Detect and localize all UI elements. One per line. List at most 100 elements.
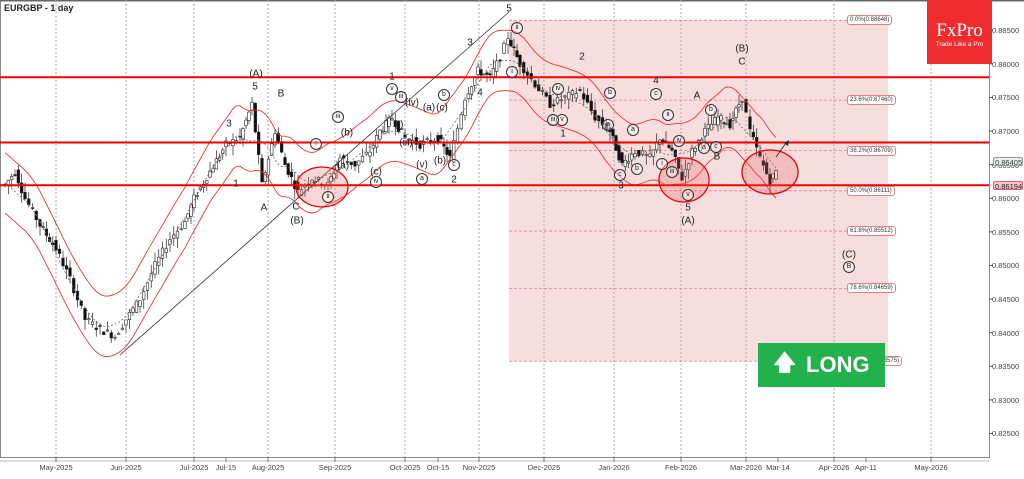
- up-arrow-icon: 🡅: [773, 350, 797, 375]
- x-axis-label: Dec-2025: [527, 463, 561, 472]
- fib-level-label: 61.8%(0.85512): [847, 226, 896, 237]
- y-axis-label: 0.84000: [992, 328, 1020, 338]
- wave-label: (iv): [405, 97, 419, 109]
- wave-label: 2: [579, 51, 585, 63]
- wave-label: 3: [226, 118, 232, 130]
- chart-title: EURGBP - 1 day: [4, 3, 74, 13]
- long-signal-label: LONG: [806, 352, 870, 377]
- wave-label: 5: [506, 3, 512, 15]
- wave-label: ii: [511, 22, 523, 34]
- x-axis-label: Apr-11: [855, 463, 877, 472]
- wave-label: c: [650, 88, 662, 100]
- y-axis-label: 0.82500: [992, 429, 1020, 439]
- wave-label: 5: [685, 202, 691, 214]
- x-axis-label: Oct-15: [426, 463, 450, 472]
- long-signal-badge: 🡅 LONG: [758, 343, 885, 387]
- wave-label: 3: [467, 37, 473, 49]
- current-price-tag: 0.86405: [993, 157, 1023, 167]
- wave-label: ii: [322, 191, 334, 203]
- x-axis-label: Aug-2025: [251, 463, 285, 472]
- wave-label: (A): [249, 68, 263, 80]
- x-axis-label: Oct-2025: [389, 463, 421, 472]
- y-axis-label: 0.88000: [992, 59, 1020, 69]
- logo-tagline: Trade Like a Pro: [935, 41, 984, 48]
- x-axis-label: Feb-2026: [664, 463, 698, 472]
- wave-label: a: [602, 119, 614, 131]
- y-axis-label: 0.85000: [992, 261, 1020, 271]
- wave-label: B: [843, 261, 855, 273]
- wave-label: 4: [477, 87, 483, 99]
- x-axis-label: Jun-2025: [110, 463, 142, 472]
- x-axis-label: Nov-2025: [462, 463, 496, 472]
- x-axis-label: May-2026: [914, 463, 948, 472]
- wave-label: a: [416, 173, 428, 185]
- wave-label: C: [292, 201, 300, 213]
- wave-label: v: [682, 189, 694, 201]
- wave-label: (a): [336, 160, 350, 172]
- wave-label: b: [631, 163, 643, 175]
- wave-label: 2: [451, 174, 457, 186]
- wave-label: (c): [436, 102, 448, 114]
- wave-label: b: [705, 104, 717, 116]
- x-axis-label: Mar-14: [766, 463, 790, 472]
- wave-label: b: [438, 89, 450, 101]
- wave-label: v: [556, 114, 568, 126]
- fib-level-label: 78.6%(0.84659): [847, 283, 896, 294]
- x-axis-label: Mar-2026: [729, 463, 763, 472]
- wave-label: a: [627, 124, 639, 136]
- wave-label: C: [738, 56, 746, 68]
- wave-label: (b): [433, 155, 447, 167]
- wave-label: 1: [389, 71, 395, 83]
- support-price-tag: 0.86194: [993, 181, 1023, 191]
- wave-label: (A): [681, 215, 695, 227]
- wave-label: (b): [340, 127, 354, 139]
- x-axis-label: May-2025: [39, 463, 73, 472]
- y-axis-label: 0.87500: [992, 93, 1020, 103]
- x-axis-label: Sep-2025: [318, 463, 352, 472]
- wave-label: v: [386, 83, 398, 95]
- wave-label: B: [713, 151, 721, 163]
- wave-label: iii: [332, 111, 344, 123]
- y-axis-label: 0.88500: [992, 26, 1020, 36]
- wave-label: (c): [370, 166, 382, 178]
- wave-label: 4: [653, 75, 659, 87]
- wave-label: a: [698, 142, 710, 154]
- wave-label: c: [710, 141, 722, 153]
- x-axis-label: Jul-2025: [179, 463, 209, 472]
- wave-label: (B): [735, 43, 749, 55]
- wave-label: 3: [618, 180, 624, 192]
- wave-label: b: [604, 87, 616, 99]
- fib-level-label: 38.2%(0.86709): [847, 145, 896, 156]
- wave-label: (B): [290, 215, 304, 227]
- wave-label: B: [277, 88, 285, 100]
- x-axis-label: Jan-2026: [598, 463, 630, 472]
- wave-label: (iii): [399, 137, 413, 149]
- x-axis-label: Apr-2026: [818, 463, 850, 472]
- wave-label: c: [448, 159, 460, 171]
- fib-level-label: 23.6%(0.87460): [847, 95, 896, 106]
- wave-label: (C): [842, 249, 856, 261]
- wave-label: 1: [560, 128, 566, 140]
- fib-level-label: 50.0%(0.86111): [847, 185, 895, 196]
- wave-label: c: [614, 169, 626, 181]
- wave-label: i: [506, 66, 518, 78]
- wave-label: iii: [666, 166, 678, 178]
- wave-label: 1: [233, 178, 239, 190]
- wave-label: (v): [416, 159, 428, 171]
- wave-label: ii: [662, 109, 674, 121]
- wave-label: iv: [552, 83, 564, 95]
- wave-label: iv: [370, 176, 382, 188]
- y-axis-label: 0.84500: [992, 295, 1020, 305]
- wave-label: iii: [395, 91, 407, 103]
- wave-label: A: [693, 90, 701, 102]
- wave-label: iii: [547, 114, 559, 126]
- fib-level-label: 0.0%(0.88648): [847, 15, 893, 26]
- wave-label: i: [656, 158, 668, 170]
- x-axis-label: Jul-15: [215, 463, 237, 472]
- y-axis-label: 0.83500: [992, 362, 1020, 372]
- y-axis-label: 0.87000: [992, 127, 1020, 137]
- wave-label: i: [310, 138, 322, 150]
- wave-label: (i): [394, 119, 404, 131]
